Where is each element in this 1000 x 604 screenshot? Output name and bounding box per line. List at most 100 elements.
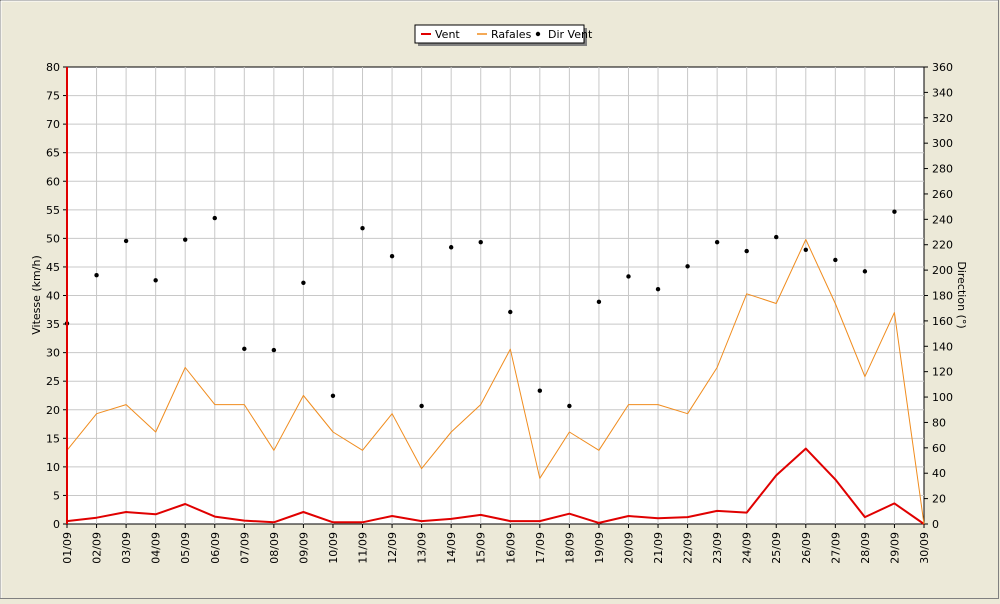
y2-tick-label: 320 bbox=[932, 112, 953, 125]
y-tick-label: 45 bbox=[46, 261, 60, 274]
grid bbox=[67, 67, 924, 524]
x-tick-label: 15/09 bbox=[475, 532, 488, 564]
x-tick-label: 24/09 bbox=[741, 532, 754, 564]
series-dir-vent-point bbox=[862, 269, 868, 274]
series-dir-vent-point bbox=[301, 280, 306, 286]
legend-label-dir-vent: Dir Vent bbox=[548, 28, 593, 41]
series-dir-vent-point bbox=[626, 274, 631, 279]
series-dir-vent-point bbox=[537, 388, 543, 393]
y-tick-label: 80 bbox=[46, 61, 60, 74]
y-tick-label: 65 bbox=[46, 147, 60, 160]
axes: 0 5 10 15 20 25 30 35 40 45 50 55 60 65 70 75 80 0 20 40 60 8… bbox=[46, 61, 953, 564]
series-dir-vent-point bbox=[774, 234, 779, 240]
x-tick-label: 26/09 bbox=[800, 532, 813, 564]
y2-tick-label: 300 bbox=[932, 137, 953, 150]
legend-box bbox=[414, 24, 585, 44]
x-tick-label: 07/09 bbox=[238, 532, 251, 564]
legend-label-rafales: Rafales bbox=[491, 28, 532, 41]
y2-tick-label: 40 bbox=[932, 467, 946, 480]
series-dir-vent-point bbox=[360, 226, 365, 231]
y2-tick-label: 140 bbox=[932, 340, 953, 353]
series-dir-vent-point bbox=[567, 403, 572, 409]
y-tick-label: 50 bbox=[46, 232, 60, 245]
y2-tick-label: 160 bbox=[932, 315, 953, 328]
series-dir-vent-point bbox=[478, 239, 483, 245]
y-tick-label: 35 bbox=[46, 318, 60, 331]
series bbox=[64, 67, 925, 525]
x-tick-label: 16/09 bbox=[504, 532, 517, 564]
y2-tick-label: 260 bbox=[932, 188, 953, 201]
y2-tick-label: 20 bbox=[932, 493, 946, 506]
series-dir-vent-point bbox=[744, 248, 749, 254]
x-tick-label: 25/09 bbox=[770, 532, 783, 564]
y2-axis-label: Direction (°) bbox=[955, 261, 968, 328]
series-dir-vent-point bbox=[419, 403, 424, 409]
x-tick-label: 19/09 bbox=[593, 532, 606, 564]
x-tick-label: 05/09 bbox=[179, 532, 192, 564]
x-tick-label: 12/09 bbox=[386, 532, 399, 564]
x-tick-label: 29/09 bbox=[888, 532, 901, 564]
y2-tick-label: 340 bbox=[932, 86, 953, 99]
y-tick-label: 10 bbox=[46, 461, 60, 474]
series-dir-vent-point bbox=[271, 347, 277, 353]
y2-tick-label: 240 bbox=[932, 213, 953, 226]
y-tick-label: 20 bbox=[46, 404, 60, 417]
series-dir-vent-point bbox=[596, 299, 602, 305]
series-dir-vent-point bbox=[330, 393, 336, 398]
series-rafales-line bbox=[66, 239, 925, 525]
x-tick-label: 20/09 bbox=[622, 532, 635, 564]
legend-label-vent: Vent bbox=[435, 28, 460, 41]
series-dir-vent-point bbox=[685, 264, 690, 269]
y2-tick-label: 180 bbox=[932, 290, 953, 303]
x-tick-label: 27/09 bbox=[829, 532, 842, 564]
y-tick-label: 75 bbox=[46, 90, 60, 103]
x-tick-label: 14/09 bbox=[445, 532, 458, 564]
x-tick-label: 30/09 bbox=[918, 532, 931, 564]
y-axis-label: Vitesse (km/h) bbox=[30, 255, 43, 335]
x-tick-label: 02/09 bbox=[91, 532, 104, 564]
series-dir-vent-point bbox=[212, 215, 217, 221]
x-tick-label: 22/09 bbox=[682, 532, 695, 564]
x-tick-label: 01/09 bbox=[61, 532, 74, 564]
x-tick-label: 13/09 bbox=[416, 532, 429, 564]
x-tick-label: 11/09 bbox=[357, 532, 370, 564]
y2-tick-label: 360 bbox=[932, 61, 953, 74]
x-tick-label: 09/09 bbox=[297, 532, 310, 564]
series-dir-vent-point bbox=[389, 253, 395, 259]
series-dir-vent-point bbox=[123, 238, 129, 244]
series-dir-vent-point bbox=[183, 237, 188, 242]
series-dir-vent-point bbox=[153, 278, 158, 283]
y-tick-label: 55 bbox=[46, 204, 60, 217]
y2-tick-label: 220 bbox=[932, 239, 953, 252]
y2-tick-label: 280 bbox=[932, 163, 953, 176]
series-dir-vent-point bbox=[833, 257, 838, 263]
x-tick-label: 04/09 bbox=[150, 532, 163, 564]
x-tick-label: 08/09 bbox=[268, 532, 281, 564]
y2-tick-label: 200 bbox=[932, 264, 953, 277]
y-tick-label: 30 bbox=[46, 347, 60, 360]
y-tick-label: 70 bbox=[46, 118, 60, 131]
y2-tick-label: 100 bbox=[932, 391, 953, 404]
x-tick-label: 21/09 bbox=[652, 532, 665, 564]
y-tick-label: 25 bbox=[46, 375, 60, 388]
series-dir-vent-point bbox=[655, 286, 661, 292]
x-tick-label: 03/09 bbox=[120, 532, 133, 564]
series-dir-vent-point bbox=[803, 247, 808, 252]
series-dir-vent-point bbox=[508, 309, 513, 315]
series-vent-line bbox=[66, 447, 925, 525]
y-tick-label: 60 bbox=[46, 175, 60, 188]
y-tick-label: 40 bbox=[46, 290, 60, 303]
x-tick-label: 23/09 bbox=[711, 532, 724, 564]
y2-tick-label: 60 bbox=[932, 442, 946, 455]
series-dir-vent-point bbox=[892, 209, 897, 214]
x-tick-label: 28/09 bbox=[859, 532, 872, 564]
x-tick-label: 10/09 bbox=[327, 532, 340, 564]
x-tick-label: 17/09 bbox=[534, 532, 547, 564]
series-dir-vent-point bbox=[94, 272, 99, 278]
y2-tick-label: 0 bbox=[932, 518, 939, 531]
y2-tick-label: 120 bbox=[932, 366, 953, 379]
y2-tick-label: 80 bbox=[932, 416, 946, 429]
y-tick-label: 5 bbox=[53, 489, 60, 502]
